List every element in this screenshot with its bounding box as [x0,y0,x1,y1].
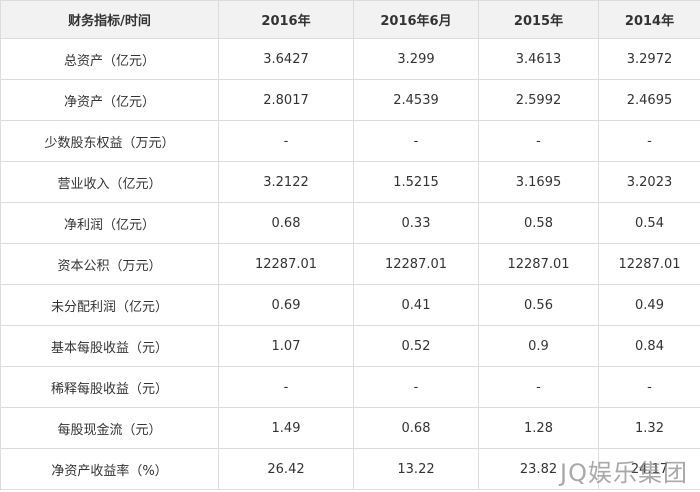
header-cell: 2014年 [598,0,700,39]
table-row: 营业收入（亿元） 3.2122 1.5215 3.1695 3.2023 [0,161,700,203]
table-row: 总资产（亿元） 3.6427 3.299 3.4613 3.2972 [0,38,700,80]
cell: 3.6427 [218,38,354,80]
row-label: 净资产收益率（%） [0,448,219,490]
table-row: 基本每股收益（元） 1.07 0.52 0.9 0.84 [0,325,700,367]
cell: 23.82 [478,448,599,490]
cell: 3.2972 [598,38,700,80]
cell: 3.2023 [598,161,700,203]
cell: - [218,366,354,408]
cell: 0.49 [598,284,700,326]
cell: 2.8017 [218,79,354,121]
table-row: 资本公积（万元） 12287.01 12287.01 12287.01 12287.01 [0,243,700,285]
header-cell: 2016年 [218,0,354,39]
cell: 12287.01 [598,243,700,285]
row-label: 每股现金流（元） [0,407,219,449]
cell: 0.58 [478,202,599,244]
row-label: 稀释每股收益（元） [0,366,219,408]
cell: - [478,366,599,408]
cell: 0.41 [353,284,479,326]
cell: 0.9 [478,325,599,367]
table-row: 每股现金流（元） 1.49 0.68 1.28 1.32 [0,407,700,449]
row-label: 资本公积（万元） [0,243,219,285]
cell: 2.4539 [353,79,479,121]
cell: - [478,120,599,162]
cell: 1.28 [478,407,599,449]
cell: 26.42 [218,448,354,490]
watermark: JQ娱乐集团 [560,459,688,487]
table-row: 少数股东权益（万元） - - - - [0,120,700,162]
cell: - [598,366,700,408]
table-body: 总资产（亿元） 3.6427 3.299 3.4613 3.2972 净资产（亿元） 2.8… [0,38,700,490]
cell: 1.07 [218,325,354,367]
cell: 2.5992 [478,79,599,121]
row-label: 净利润（亿元） [0,202,219,244]
cell: 0.84 [598,325,700,367]
cell: 3.2122 [218,161,354,203]
row-label: 营业收入（亿元） [0,161,219,203]
cell: - [598,120,700,162]
cell: 1.5215 [353,161,479,203]
cell: 2.4695 [598,79,700,121]
table-row: 净利润（亿元） 0.68 0.33 0.58 0.54 [0,202,700,244]
cell: - [218,120,354,162]
cell: 3.299 [353,38,479,80]
cell: - [353,366,479,408]
cell: 0.52 [353,325,479,367]
cell: 13.22 [353,448,479,490]
row-label: 总资产（亿元） [0,38,219,80]
row-label: 未分配利润（亿元） [0,284,219,326]
header-cell: 财务指标/时间 [0,0,219,39]
table-row: 稀释每股收益（元） - - - - [0,366,700,408]
table-row: 净资产收益率（%） 26.42 13.22 23.82 24.17 [0,448,700,490]
cell: 1.32 [598,407,700,449]
cell: 12287.01 [353,243,479,285]
cell: 0.33 [353,202,479,244]
row-label: 净资产（亿元） [0,79,219,121]
header-row: 财务指标/时间 2016年 2016年6月 2015年 2014年 [0,0,700,39]
header-cell: 2015年 [478,0,599,39]
cell: 0.54 [598,202,700,244]
cell: 3.1695 [478,161,599,203]
cell: 0.68 [218,202,354,244]
cell: 0.68 [353,407,479,449]
cell: 0.56 [478,284,599,326]
cell: 0.69 [218,284,354,326]
cell: 12287.01 [478,243,599,285]
table-row: 未分配利润（亿元） 0.69 0.41 0.56 0.49 [0,284,700,326]
table-row: 净资产（亿元） 2.8017 2.4539 2.5992 2.4695 [0,79,700,121]
header-cell: 2016年6月 [353,0,479,39]
cell: 1.49 [218,407,354,449]
row-label: 少数股东权益（万元） [0,120,219,162]
cell: 3.4613 [478,38,599,80]
cell: 12287.01 [218,243,354,285]
cell: - [353,120,479,162]
row-label: 基本每股收益（元） [0,325,219,367]
